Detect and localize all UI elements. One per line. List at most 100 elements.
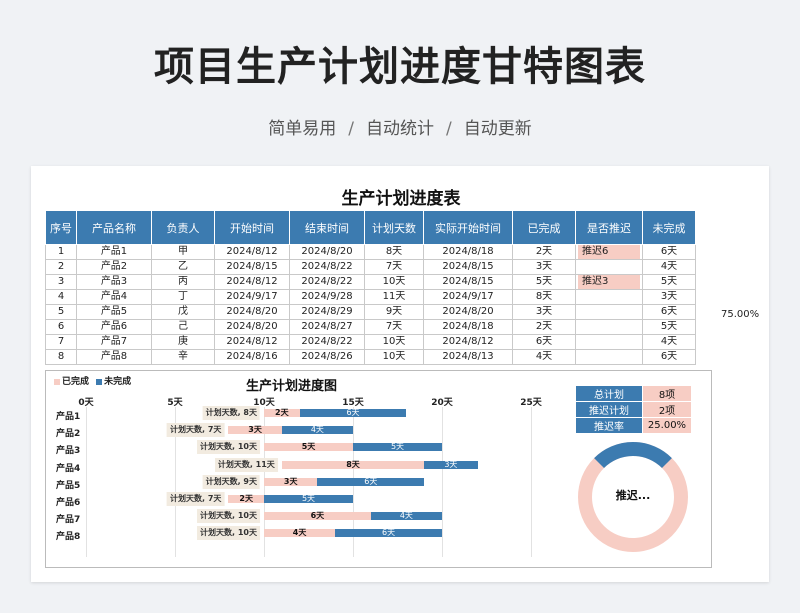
page-title: 项目生产计划进度甘特图表: [154, 44, 646, 90]
legend-label-done: 已完成: [62, 377, 90, 387]
table-cell: 产品7: [76, 334, 152, 350]
table-cell: 10天: [364, 274, 424, 290]
summary-row: 总计划 8项: [575, 385, 692, 402]
table-cell: 5天: [642, 319, 696, 335]
table-cell: 丙: [151, 274, 215, 290]
table-cell: 2024/8/16: [214, 349, 290, 365]
x-tick-label: 15天: [342, 398, 364, 408]
table-header-row: 序号 产品名称 负责人 开始时间 结束时间 计划天数 实际开始时间 已完成 是否推迟 未完成: [45, 210, 696, 245]
column-header: 计划天数: [364, 210, 424, 245]
table-cell: 丁: [151, 289, 215, 305]
column-header: 已完成: [512, 210, 576, 245]
chart-legend: 已完成 未完成: [54, 374, 131, 387]
table-cell: 2024/8/26: [289, 349, 365, 365]
table-cell: 4: [45, 289, 77, 305]
table-cell: [575, 319, 643, 335]
table-cell: 2024/9/28: [289, 289, 365, 305]
table-cell: 产品1: [76, 244, 152, 260]
plan-days-label: 计划天数, 10天: [197, 440, 260, 455]
column-header: 是否推迟: [575, 210, 643, 245]
plan-days-label: 计划天数, 9天: [202, 474, 260, 489]
table-row: 2 产品2 乙 2024/8/15 2024/8/22 7天 2024/8/15 3天 4天: [45, 259, 696, 275]
table-row: 4 产品4 丁 2024/9/17 2024/9/28 11天 2024/9/17 8天 3天: [45, 289, 696, 305]
table-cell: 1: [45, 244, 77, 260]
donut-label: 推迟...: [615, 489, 651, 502]
table-cell: 2024/8/12: [214, 274, 290, 290]
table-cell: [575, 289, 643, 305]
legend-swatch-done: [54, 378, 60, 385]
table-cell: 产品6: [76, 319, 152, 335]
table-cell: 3天: [512, 304, 576, 320]
table-cell: 2天: [512, 319, 576, 335]
table-row: 7 产品7 庚 2024/8/12 2024/8/22 10天 2024/8/12 6天 4天: [45, 334, 696, 350]
category-label: 产品2: [56, 429, 81, 440]
table-cell: 2024/8/20: [423, 304, 513, 320]
summary-value: 25.00%: [642, 417, 692, 434]
table-cell: 10天: [364, 334, 424, 350]
bar-remaining: 4天: [281, 426, 353, 435]
x-tick-label: 0天: [78, 398, 94, 408]
table-cell: 己: [151, 319, 215, 335]
table-cell: 8: [45, 349, 77, 365]
table-cell: 辛: [151, 349, 215, 365]
bar-remaining: 4天: [370, 512, 442, 521]
table-cell: 2: [45, 259, 77, 275]
table-cell: [575, 349, 643, 365]
column-header: 序号: [45, 210, 77, 245]
table-cell: 7天: [364, 259, 424, 275]
category-label: 产品7: [56, 515, 81, 526]
table-cell: [575, 304, 643, 320]
table-cell: 2024/8/18: [423, 244, 513, 260]
bar-remaining: 6天: [335, 529, 442, 538]
column-header: 结束时间: [289, 210, 365, 245]
category-label: 产品6: [56, 498, 81, 508]
gridline: [531, 407, 532, 557]
gridline: [442, 407, 443, 557]
subtitle-separator: /: [446, 119, 452, 139]
legend-swatch-todo: [96, 378, 103, 385]
column-header: 未完成: [642, 210, 696, 245]
table-cell: [575, 334, 643, 350]
table-cell: 2024/9/17: [214, 289, 290, 305]
summary-row: 推迟计划 2项: [575, 401, 692, 418]
table-cell: 2天: [512, 244, 576, 260]
bar-remaining: 6天: [299, 409, 407, 417]
table-cell: 8天: [512, 289, 576, 305]
table-cell: 9天: [364, 304, 424, 320]
table-cell: [575, 259, 643, 275]
table-cell: 产品3: [76, 274, 152, 290]
table-cell: 6天: [642, 304, 696, 320]
table-cell: 5天: [642, 274, 696, 290]
table-cell: 3天: [512, 259, 576, 275]
donut-arc-delayed: [594, 442, 672, 469]
column-header: 开始时间: [214, 210, 290, 245]
summary-label: 推迟计划: [575, 401, 643, 418]
bar-completed: 3天: [264, 477, 318, 486]
table-cell: 戊: [151, 304, 215, 320]
gridline: [86, 407, 87, 557]
delay-tag: 推迟3: [578, 275, 640, 289]
bar-remaining: 3天: [424, 460, 478, 469]
table-cell: 产品2: [76, 259, 152, 275]
table-cell: 6天: [512, 334, 576, 350]
category-label: 产品4: [56, 463, 81, 474]
x-tick-label: 5天: [167, 398, 183, 408]
subtitle-separator: /: [348, 119, 354, 139]
table-cell: 2024/8/22: [289, 334, 365, 350]
bar-remaining: 5天: [353, 443, 442, 452]
table-cell: 推迟3: [575, 274, 643, 290]
table-cell: 2024/8/12: [423, 334, 513, 350]
table-cell: 2024/8/27: [289, 319, 365, 335]
table-cell: 4天: [512, 349, 576, 365]
table-cell: 产品4: [76, 289, 152, 305]
category-label: 产品3: [56, 446, 81, 457]
table-cell: 2024/9/17: [423, 289, 513, 305]
table-body: 1 产品1 甲 2024/8/12 2024/8/20 8天 2024/8/18 2天 推迟6 6…: [45, 244, 696, 365]
table-cell: 5天: [512, 274, 576, 290]
table-cell: 2024/8/22: [289, 274, 365, 290]
summary-value: 2项: [642, 401, 692, 418]
table-cell: 2024/8/20: [214, 319, 290, 335]
column-header: 负责人: [151, 210, 215, 245]
delay-tag: 推迟6: [578, 245, 640, 259]
